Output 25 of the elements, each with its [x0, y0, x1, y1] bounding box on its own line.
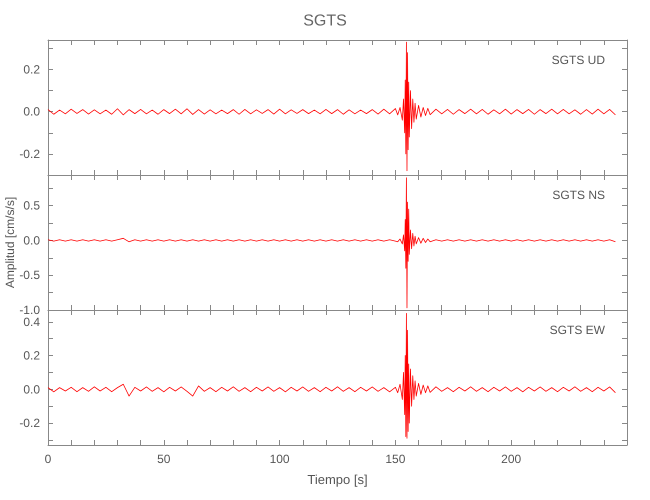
x-tick-label: 150: [385, 452, 406, 466]
y-tick-label: 0.0: [23, 382, 40, 396]
y-tick-label: 0.0: [23, 104, 40, 119]
x-tick-label: 100: [270, 452, 290, 466]
y-tick-label: -1.0: [19, 303, 40, 317]
x-tick-label: 0: [44, 452, 52, 466]
line-series: [48, 42, 616, 172]
y-tick-label: -0.2: [19, 146, 40, 161]
annotation: SGTS UD: [552, 53, 606, 67]
y-tick-label: 0.2: [23, 348, 40, 363]
x-axis-title: Tiempo [s]: [307, 472, 368, 487]
annotation: SGTS EW: [550, 323, 606, 337]
y-tick-label: 0.5: [23, 198, 40, 213]
y-axis-title: Amplitud [cm/s/s]: [3, 196, 17, 288]
line-series: [48, 177, 616, 308]
chart-title: SGTS: [303, 12, 347, 30]
x-tick-label: 200: [501, 452, 522, 466]
line-series: [48, 312, 616, 439]
y-tick-label: 0.2: [23, 62, 40, 77]
annotation: SGTS NS: [552, 188, 606, 202]
y-tick-label: -0.2: [19, 416, 40, 430]
y-tick-label: -0.5: [19, 268, 40, 282]
x-tick-label: 50: [157, 452, 171, 466]
y-tick-label: 0.0: [23, 233, 40, 248]
y-tick-label: 0.4: [23, 314, 40, 329]
